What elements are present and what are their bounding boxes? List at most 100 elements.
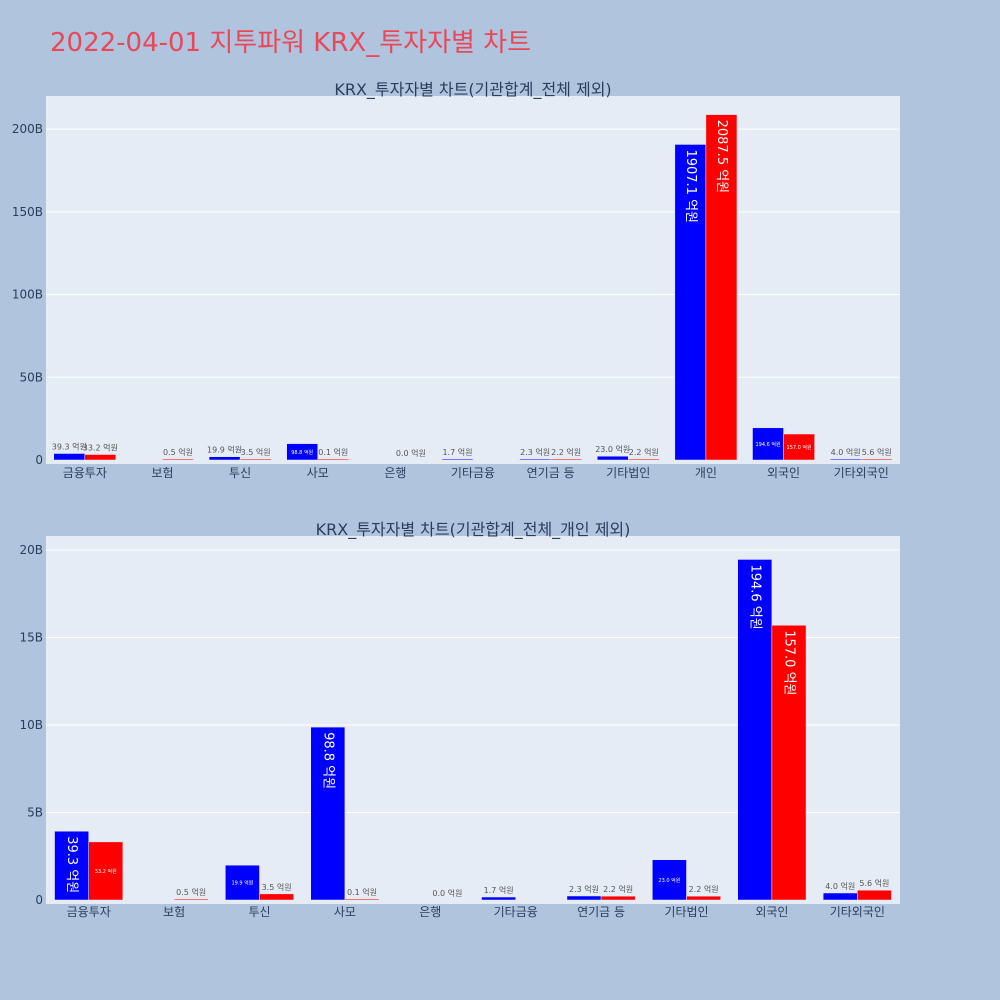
chart-title: KRX_투자자별 차트(기관합계_전체 제외) [334, 80, 611, 100]
bar [519, 458, 551, 461]
x-tick-label: 기타외국인 [834, 466, 889, 480]
x-tick-label: 기타법인 [664, 905, 708, 919]
data-label: 2.3 억원 [569, 884, 599, 894]
bar [481, 896, 516, 901]
bar [173, 898, 209, 901]
x-tick-label: 개인 [695, 466, 717, 480]
bar [829, 458, 862, 461]
data-label: 194.6 억원 [755, 441, 781, 448]
bar [225, 864, 260, 901]
x-tick-label: 연기금 등 [577, 905, 625, 919]
data-label: 39.3 억원 [64, 836, 79, 893]
data-label: 2087.5 억원 [714, 120, 729, 194]
bar [628, 458, 660, 461]
bar [737, 559, 773, 901]
x-tick-label: 사모 [307, 466, 329, 480]
x-tick-label: 기타외국인 [830, 905, 885, 919]
bar [596, 455, 629, 461]
bar [259, 893, 294, 901]
data-label: 0.1 억원 [347, 887, 377, 897]
x-tick-label: 은행 [419, 904, 441, 919]
chart-2: 0 5B 10B 15B 20B KRX_투자자별 차트(기관합계_전체_개인 제외) 금융… [19, 520, 900, 919]
data-label: 3.5 억원 [262, 882, 292, 892]
data-label: 39.3 억원 [52, 441, 87, 451]
x-tick-label: 금융투자 [67, 905, 111, 919]
bar [860, 458, 893, 461]
y-tick-label: 50B [19, 370, 43, 384]
data-label: 19.9 억원 [231, 880, 253, 887]
y-tick-label: 20B [19, 543, 43, 557]
data-label: 0.1 억원 [318, 447, 348, 457]
bar [783, 433, 815, 461]
bar [705, 114, 738, 461]
data-label: 98.8 억원 [291, 449, 313, 456]
bar [344, 898, 380, 901]
bar [310, 726, 346, 901]
data-label: 2.2 억원 [629, 447, 659, 457]
bar [752, 427, 784, 461]
data-label: 19.9 억원 [207, 445, 242, 455]
data-label: 23.0 억원 [658, 877, 680, 884]
data-label: 2.2 억원 [689, 884, 719, 894]
bar [286, 443, 318, 461]
data-label: 0.5 억원 [163, 447, 193, 457]
bar [239, 458, 272, 461]
bar [441, 458, 474, 461]
chart-title: KRX_투자자별 차트(기관합계_전체_개인 제외) [316, 520, 631, 540]
bar [771, 625, 807, 901]
y-tick-label: 15B [19, 631, 43, 645]
data-label: 3.5 억원 [241, 447, 271, 457]
x-tick-label: 연기금 등 [527, 466, 575, 480]
y-tick-label: 5B [27, 806, 43, 820]
y-tick-label: 10B [19, 718, 43, 732]
plot-area [46, 96, 900, 464]
bar [566, 895, 602, 901]
x-tick-label: 기타금융 [451, 466, 495, 480]
x-tick-label: 외국인 [767, 466, 800, 480]
bar [317, 458, 350, 461]
y-tick-label: 0 [35, 453, 43, 467]
data-label: 4.0 억원 [831, 447, 861, 457]
data-label: 0.0 억원 [432, 888, 462, 898]
data-label: 4.0 억원 [825, 881, 855, 891]
bar [162, 458, 194, 461]
chart-1: 0 50B 100B 150B 200B KRX_투자자별 차트(기관합계_전체 제외) 금… [12, 80, 900, 480]
x-tick-label: 외국인 [755, 905, 788, 919]
bar [88, 841, 124, 901]
y-tick-label: 150B [12, 205, 43, 219]
x-tick-label: 은행 [384, 465, 406, 480]
bar [652, 859, 687, 901]
data-label: 33.2 억원 [95, 868, 117, 875]
data-label: 5.6 억원 [862, 447, 892, 457]
y-tick-label: 200B [12, 122, 43, 136]
bar [686, 895, 721, 901]
page-title: 2022-04-01 지투파워 KRX_투자자별 차트 [50, 28, 532, 58]
x-tick-label: 기타금융 [494, 905, 538, 919]
data-label: 1.7 억원 [484, 885, 514, 895]
x-tick-label: 금융투자 [63, 466, 107, 480]
data-label: 5.6 억원 [859, 878, 889, 888]
data-label: 1907.1 억원 [683, 149, 698, 223]
bar [600, 895, 636, 901]
data-label: 157.0 억원 [787, 444, 813, 451]
data-label: 157.0 억원 [781, 630, 796, 695]
x-tick-label: 보험 [163, 905, 185, 919]
data-label: 2.2 억원 [603, 884, 633, 894]
data-label: 2.3 억원 [520, 447, 550, 457]
x-tick-label: 투신 [248, 905, 270, 919]
data-label: 23.0 억원 [595, 444, 630, 454]
y-tick-label: 0 [35, 893, 43, 907]
x-tick-label: 투신 [229, 466, 251, 480]
bar [822, 892, 858, 901]
bar [53, 453, 86, 461]
data-label: 33.2 억원 [83, 443, 118, 453]
bar [84, 454, 117, 461]
y-tick-label: 100B [12, 288, 43, 302]
x-tick-label: 기타법인 [606, 466, 650, 480]
x-tick-label: 사모 [334, 905, 356, 919]
data-label: 194.6 억원 [747, 564, 762, 629]
bar [857, 889, 892, 901]
bar [550, 458, 582, 461]
x-tick-label: 보험 [151, 466, 173, 480]
data-label: 2.2 억원 [551, 447, 581, 457]
